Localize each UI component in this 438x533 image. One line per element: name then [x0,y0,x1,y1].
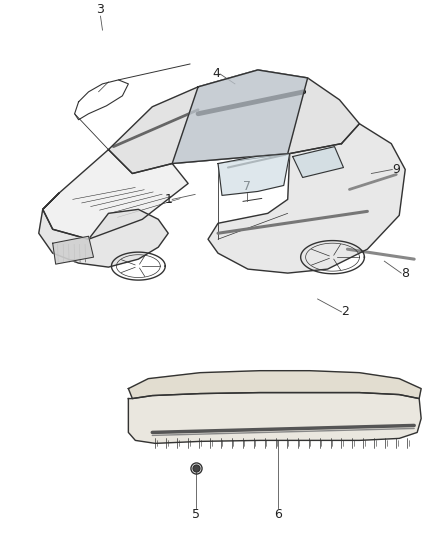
Polygon shape [109,70,360,174]
Polygon shape [293,147,343,177]
Text: 5: 5 [192,508,200,521]
Text: 2: 2 [342,305,350,318]
Polygon shape [218,154,290,196]
Text: 9: 9 [392,163,400,176]
Text: 7: 7 [243,180,251,193]
Polygon shape [39,193,168,267]
Polygon shape [128,393,421,443]
Text: 6: 6 [274,508,282,521]
Text: 1: 1 [164,193,172,206]
Polygon shape [43,150,188,239]
Text: 8: 8 [401,266,409,280]
Polygon shape [172,70,307,164]
Text: 3: 3 [96,3,104,16]
Text: 4: 4 [212,67,220,80]
Polygon shape [208,124,405,273]
Polygon shape [128,370,421,399]
Polygon shape [53,236,94,264]
